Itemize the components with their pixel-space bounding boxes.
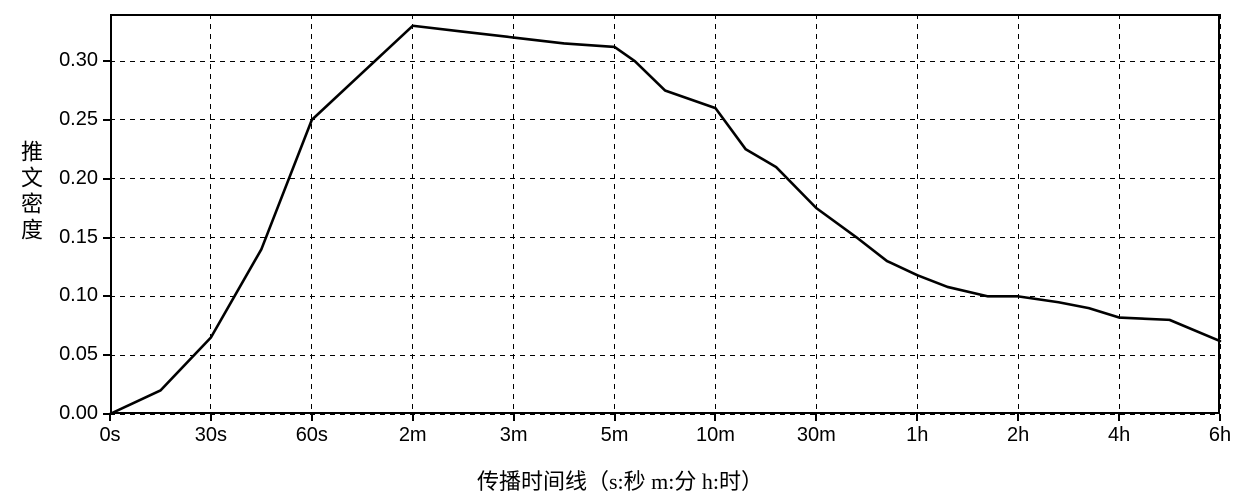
x-tick [1219,414,1221,421]
gridline-horizontal [110,61,1220,62]
gridline-vertical [816,14,817,414]
gridline-vertical [715,14,716,414]
x-tick [311,414,313,421]
gridline-vertical [917,14,918,414]
x-tick [815,414,817,421]
x-tick [109,414,111,421]
x-tick [513,414,515,421]
x-tick [614,414,616,421]
gridline-vertical [513,14,514,414]
gridline-horizontal [110,355,1220,356]
x-tick [210,414,212,421]
gridline-horizontal [110,178,1220,179]
gridline-vertical [1018,14,1019,414]
gridline-vertical [311,14,312,414]
gridline-vertical [614,14,615,414]
x-tick [714,414,716,421]
gridline-horizontal [110,414,1220,415]
gridline-vertical [412,14,413,414]
gridline-vertical [1119,14,1120,414]
chart-container: 推文密度 0.000.050.100.150.200.250.30 0s30s6… [0,0,1240,502]
x-tick [916,414,918,421]
gridline-horizontal [110,119,1220,120]
gridline-horizontal [110,296,1220,297]
x-tick [412,414,414,421]
gridline-vertical [110,14,111,414]
gridline-vertical [1220,14,1221,414]
gridline-vertical [210,14,211,414]
series-line [0,0,1240,502]
x-tick [1118,414,1120,421]
gridline-horizontal [110,237,1220,238]
x-tick [1017,414,1019,421]
